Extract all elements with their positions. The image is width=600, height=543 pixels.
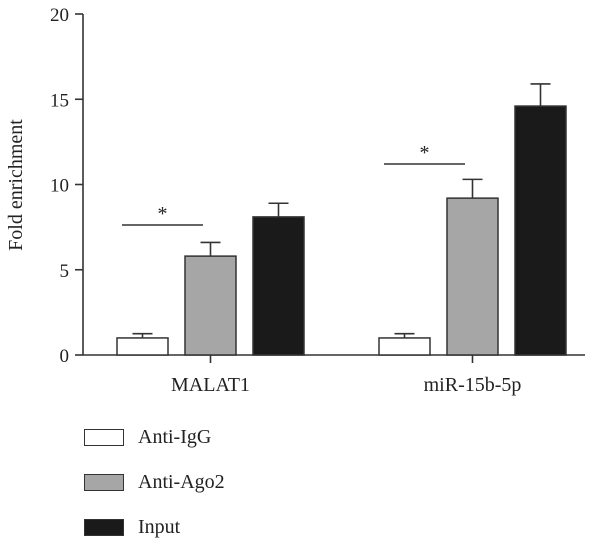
legend-item-anti-ago2: Anti-Ago2 — [84, 471, 344, 493]
bar-anti-igg-mir-15b-5p — [378, 337, 431, 356]
bar-chart: Fold enrichment 0 5 10 15 20 MALAT1 miR-15b-5p… — [5, 5, 585, 396]
legend-label-anti-igg: Anti-IgG — [138, 425, 212, 448]
bar-anti-ago2-mir-15b-5p — [446, 197, 499, 356]
significance-star-malat1: * — [158, 203, 168, 225]
y-tick-label-20: 20 — [50, 5, 69, 26]
y-tick-label-10: 10 — [50, 176, 69, 197]
legend-label-anti-ago2: Anti-Ago2 — [138, 470, 225, 493]
legend-swatch-anti-ago2 — [84, 473, 124, 491]
bar-anti-igg-malat1 — [116, 337, 169, 356]
significance-star-mir-15b-5p: * — [420, 142, 430, 164]
legend-item-input: Input — [84, 516, 344, 538]
x-tick-label-malat1: MALAT1 — [171, 374, 250, 396]
legend-item-anti-igg: Anti-IgG — [84, 426, 344, 448]
y-tick-label-5: 5 — [60, 261, 70, 282]
bar-input-malat1 — [252, 216, 305, 356]
legend-label-input: Input — [138, 515, 181, 538]
bar-input-mir-15b-5p — [514, 105, 567, 356]
y-tick-label-0: 0 — [60, 346, 70, 367]
y-tick-label-15: 15 — [50, 90, 69, 111]
bar-anti-ago2-malat1 — [184, 255, 237, 356]
y-axis-label: Fold enrichment — [5, 119, 27, 251]
x-tick-label-mir-15b-5p: miR-15b-5p — [424, 374, 522, 396]
legend-swatch-input — [84, 518, 124, 536]
legend-swatch-anti-igg — [84, 428, 124, 446]
